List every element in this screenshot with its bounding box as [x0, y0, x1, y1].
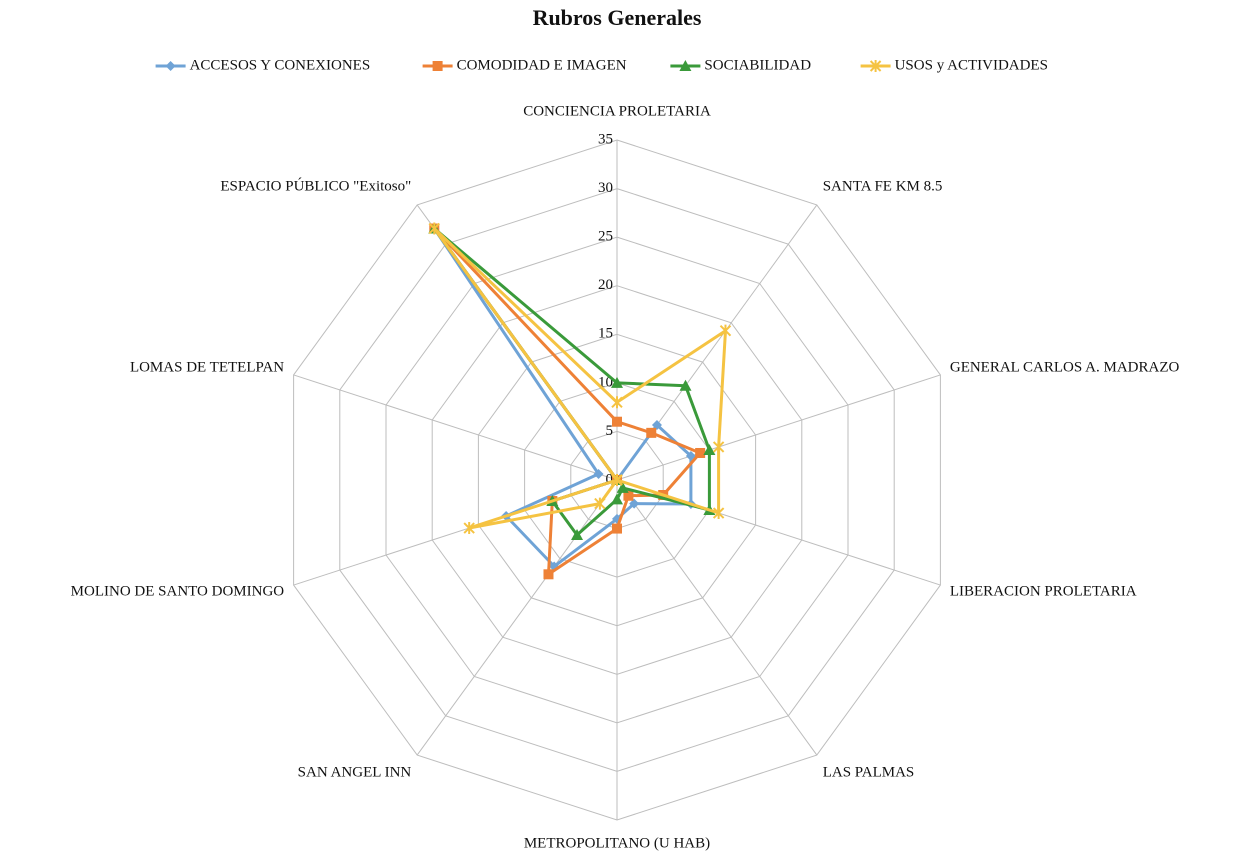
legend-label: USOS y ACTIVIDADES: [895, 57, 1048, 73]
r-tick-label: 15: [598, 326, 613, 342]
point: [571, 529, 584, 541]
r-tick-label: 20: [598, 277, 613, 293]
legend-marker: [432, 61, 443, 71]
spoke: [416, 479, 618, 756]
point: [629, 498, 640, 509]
point: [651, 419, 662, 430]
category-label: LOMAS DE TETELPAN: [130, 360, 284, 376]
point: [543, 569, 554, 580]
point: [594, 497, 606, 510]
r-tick-label: 35: [598, 131, 613, 147]
point: [611, 474, 623, 486]
category-label: CONCIENCIA PROLETARIA: [523, 103, 711, 119]
series-line: [432, 227, 727, 530]
point: [611, 396, 623, 409]
category-label: GENERAL CARLOS A. MADRAZO: [950, 360, 1180, 376]
point: [616, 481, 629, 493]
point: [712, 507, 725, 520]
point: [612, 523, 622, 534]
point: [611, 493, 623, 505]
point: [623, 490, 634, 501]
r-tick-label: 25: [598, 229, 613, 245]
point: [712, 440, 725, 453]
point: [695, 447, 706, 458]
spoke: [616, 479, 818, 756]
r-tick-label: 5: [606, 423, 614, 439]
legend-label: ACCESOS Y CONEXIONES: [190, 57, 371, 73]
spoke: [293, 374, 618, 481]
point: [612, 416, 622, 427]
category-label: SANTA FE KM 8.5: [823, 179, 943, 195]
r-tick-label: 30: [598, 180, 613, 196]
category-label: MOLINO DE SANTO DOMINGO: [71, 583, 285, 599]
legend-label: SOCIABILIDAD: [704, 57, 811, 73]
point: [719, 324, 732, 337]
point: [463, 522, 475, 535]
legend-marker: [869, 60, 882, 72]
category-label: METROPOLITANO (U HAB): [524, 835, 710, 851]
category-label: LAS PALMAS: [823, 764, 915, 780]
point: [611, 376, 623, 388]
category-label: LIBERACION PROLETARIA: [950, 583, 1137, 599]
category-label: SAN ANGEL INN: [298, 764, 412, 780]
legend-marker: [679, 60, 692, 71]
point: [428, 222, 440, 235]
legend-marker: [165, 61, 176, 71]
point: [679, 379, 692, 391]
chart-title: Rubros Generales: [533, 5, 702, 30]
spoke: [616, 374, 941, 481]
r-tick-label: 0: [606, 471, 614, 487]
legend-label: COMODIDAD E IMAGEN: [457, 57, 627, 73]
point: [703, 443, 716, 455]
category-label: ESPACIO PÚBLICO "Exitoso": [220, 178, 411, 195]
point: [646, 427, 657, 438]
point: [593, 468, 604, 479]
